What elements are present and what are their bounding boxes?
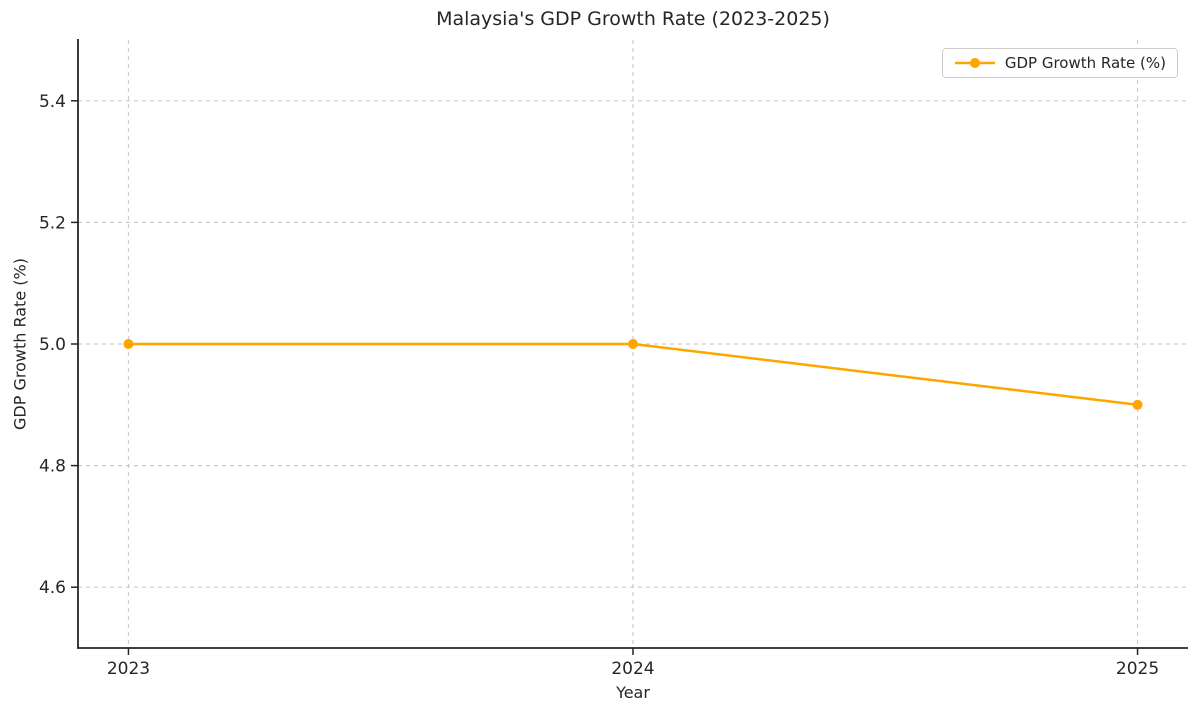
x-tick-label: 2024 — [611, 659, 654, 679]
y-tick-label: 5.4 — [39, 92, 66, 112]
y-axis-label: GDP Growth Rate (%) — [10, 258, 30, 430]
chart-title: Malaysia's GDP Growth Rate (2023-2025) — [436, 8, 830, 30]
legend-line-marker-icon — [954, 58, 995, 68]
x-tick-label: 2025 — [1116, 659, 1159, 679]
x-tick-label: 2023 — [107, 659, 150, 679]
data-point — [628, 339, 638, 349]
y-tick-label: 4.6 — [39, 578, 66, 598]
y-tick-label: 5.0 — [39, 335, 66, 355]
data-point — [1132, 399, 1143, 410]
y-tick-label: 5.2 — [39, 213, 66, 233]
x-axis-label: Year — [616, 683, 650, 702]
legend-label: GDP Growth Rate (%) — [1004, 54, 1166, 72]
data-point — [123, 339, 134, 349]
legend: GDP Growth Rate (%) — [941, 48, 1178, 78]
y-tick-label: 4.8 — [39, 457, 66, 477]
